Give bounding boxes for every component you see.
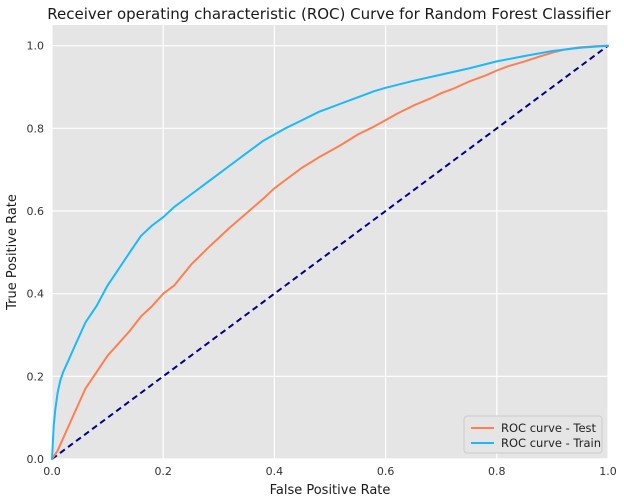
x-tick-label: 0.4 — [266, 465, 284, 478]
legend-label-train: ROC curve - Train — [501, 436, 601, 450]
y-axis-label: True Positive Rate — [5, 194, 20, 311]
legend-label-test: ROC curve - Test — [501, 421, 597, 435]
y-tick-label: 1.0 — [27, 40, 45, 53]
x-tick-label: 0.0 — [43, 465, 61, 478]
x-tick-label: 0.2 — [154, 465, 172, 478]
legend: ROC curve - Test ROC curve - Train — [463, 415, 603, 454]
y-tick-label: 0.2 — [27, 370, 45, 383]
legend-box — [463, 415, 603, 454]
x-axis-label: False Positive Rate — [270, 483, 391, 498]
plot-background — [52, 25, 608, 459]
y-axis-ticks: 0.0 0.2 0.4 0.6 0.8 1.0 — [27, 40, 45, 466]
x-tick-label: 0.6 — [377, 465, 395, 478]
series-layer — [51, 44, 609, 460]
chart-title: Receiver operating characteristic (ROC) … — [47, 5, 611, 23]
x-tick-label: 1.0 — [599, 465, 617, 478]
y-tick-label: 0.6 — [27, 205, 45, 218]
grid-lines — [51, 25, 609, 460]
series-line-chance-diagonal — [51, 44, 609, 460]
y-tick-label: 0.8 — [27, 122, 45, 135]
x-axis-ticks: 0.0 0.2 0.4 0.6 0.8 1.0 — [43, 465, 617, 478]
series-line-roc-curve-test — [51, 44, 609, 460]
y-tick-label: 0.4 — [27, 288, 45, 301]
x-tick-label: 0.8 — [488, 465, 506, 478]
y-tick-label: 0.0 — [27, 453, 45, 466]
series-line-roc-curve-train — [51, 44, 609, 460]
